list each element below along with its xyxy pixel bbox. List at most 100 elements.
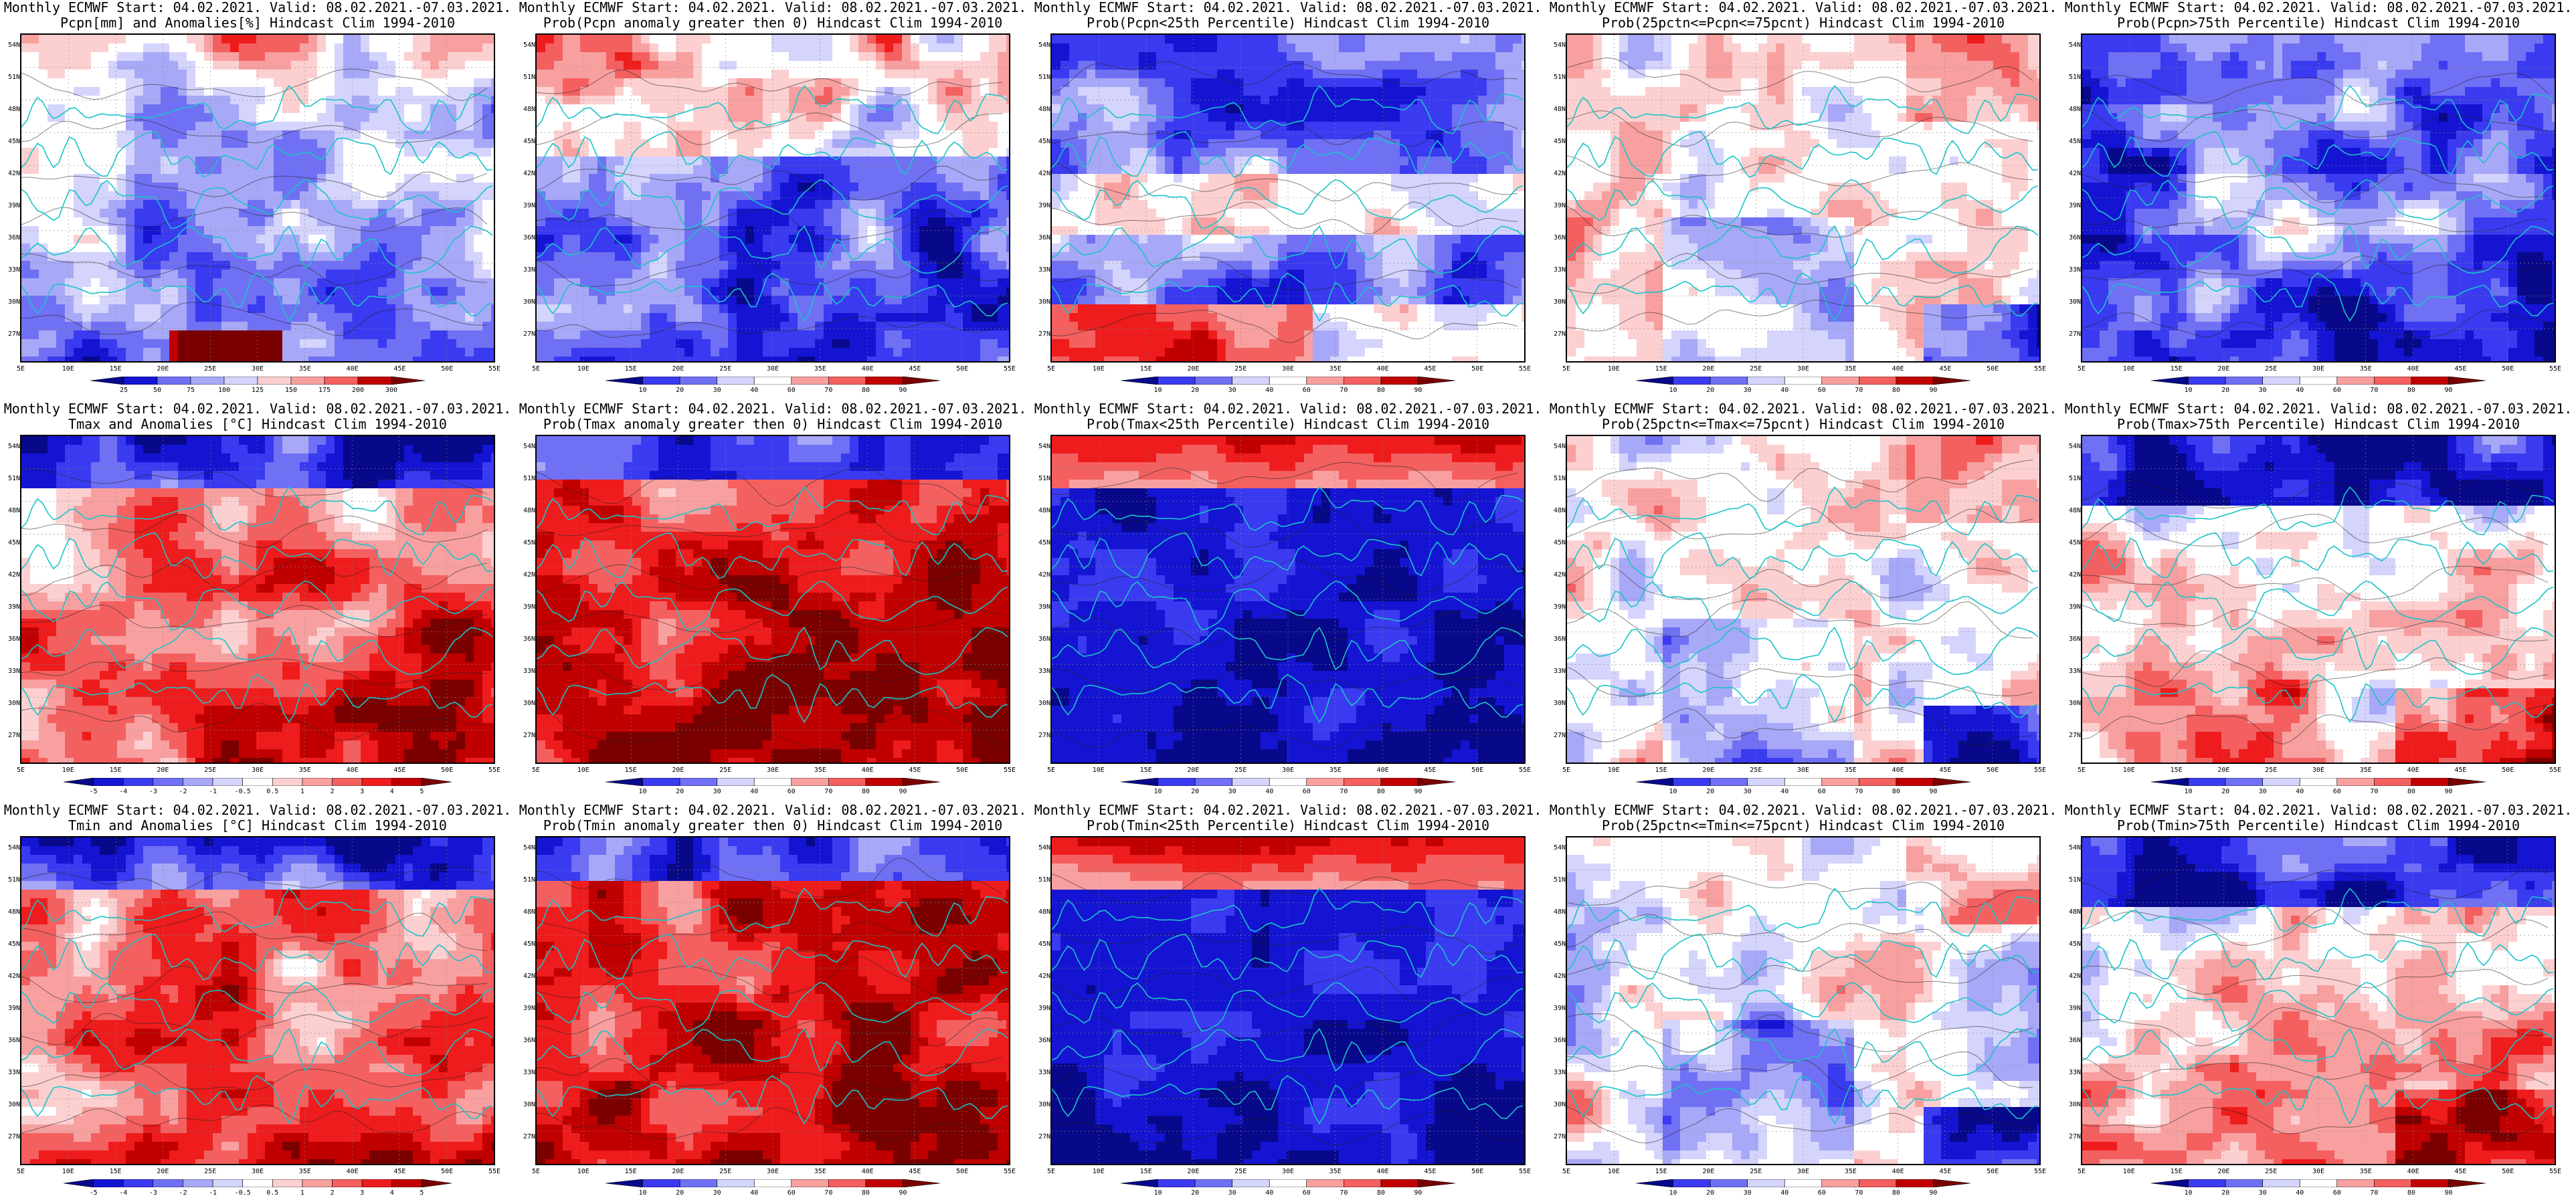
longitude-tick: 45E	[393, 767, 405, 774]
latitude-tick: 54N	[1547, 844, 1566, 851]
colorbar	[606, 377, 940, 385]
longitude-tick: 35E	[1329, 365, 1342, 373]
longitude-tick: 20E	[2217, 1168, 2229, 1175]
colorbar-label: -4	[119, 1189, 127, 1197]
longitude-tick: 45E	[1939, 365, 1951, 373]
colorbar-label: -3	[149, 1189, 157, 1197]
longitude-tick: 35E	[299, 1168, 311, 1175]
longitude-tick: 45E	[1939, 767, 1951, 774]
longitude-tick: 15E	[1655, 365, 1667, 373]
colorbar	[606, 1179, 940, 1187]
panel-title: Monthly ECMWF Start: 04.02.2021. Valid: …	[515, 0, 1030, 33]
colorbar-label: 30	[1744, 788, 1752, 795]
latitude-tick: 30N	[1032, 298, 1050, 306]
latitude-tick: 30N	[517, 1101, 535, 1108]
longitude-tick: 10E	[577, 1168, 589, 1175]
colorbar-label: 80	[1377, 387, 1385, 394]
longitude-tick: 35E	[299, 365, 311, 373]
colorbar-label: 10	[1669, 788, 1677, 795]
colorbar-label: 60	[1303, 387, 1311, 394]
latitude-tick: 51N	[1547, 475, 1566, 482]
longitude-tick: 25E	[2265, 1168, 2277, 1175]
latitude-tick: 30N	[1547, 700, 1566, 707]
latitude-tick: 51N	[517, 876, 535, 884]
longitude-tick: 50E	[956, 767, 968, 774]
latitude-tick: 51N	[1032, 74, 1050, 81]
colorbar-label: 10	[1154, 788, 1162, 795]
panel-title-line2: Prob(Pcpn>75th Percentile) Hindcast Clim…	[2061, 15, 2576, 31]
longitude-tick: 45E	[1939, 1168, 1951, 1175]
colorbar-label: -5	[90, 788, 98, 795]
colorbar-label: 40	[750, 1189, 758, 1197]
map-field	[2082, 35, 2555, 361]
colorbar-label: 40	[750, 788, 758, 795]
latitude-tick: 54N	[1032, 443, 1050, 450]
longitude-tick: 25E	[2265, 365, 2277, 373]
colorbar-labels: 10 20 30 40 60 70 80 90	[1636, 387, 1970, 396]
colorbar-labels: 10 20 30 40 60 70 80 90	[606, 1189, 940, 1199]
longitude-tick: 30E	[1797, 365, 1809, 373]
colorbar-label: 10	[2185, 788, 2193, 795]
map-field	[2082, 436, 2555, 763]
colorbar-label: 20	[1191, 1189, 1199, 1197]
longitude-tick: 15E	[1655, 1168, 1667, 1175]
latitude-tick: 39N	[1547, 603, 1566, 611]
map-frame	[20, 435, 495, 764]
longitude-tick: 30E	[2312, 365, 2324, 373]
colorbar-label: 30	[1744, 1189, 1752, 1197]
latitude-tick: 51N	[2062, 475, 2081, 482]
longitude-tick: 35E	[2360, 365, 2372, 373]
longitude-tick: 10E	[577, 365, 589, 373]
colorbar-label: 10	[2185, 1189, 2193, 1197]
panel-title: Monthly ECMWF Start: 04.02.2021. Valid: …	[1030, 401, 1546, 435]
latitude-tick: 36N	[2062, 234, 2081, 241]
longitude-tick: 10E	[1608, 365, 1620, 373]
latitude-tick: 48N	[1032, 106, 1050, 113]
map-field	[21, 837, 494, 1164]
longitude-tick: 5E	[1562, 365, 1570, 373]
map-frame	[1566, 33, 2041, 363]
colorbar-label: 20	[1706, 788, 1714, 795]
colorbar-label: 1	[300, 788, 304, 795]
longitude-tick: 5E	[2078, 365, 2086, 373]
longitude-tick: 15E	[1140, 365, 1152, 373]
longitude-tick: 40E	[1892, 365, 1904, 373]
latitude-tick: 33N	[1, 668, 20, 675]
longitude-tick: 40E	[862, 767, 874, 774]
colorbar-label: 80	[1377, 1189, 1385, 1197]
longitude-tick: 20E	[1702, 1168, 1714, 1175]
map-frame	[1050, 836, 1526, 1165]
longitude-tick: 45E	[1424, 1168, 1436, 1175]
latitude-tick: 48N	[2062, 908, 2081, 916]
colorbar-label: 90	[899, 387, 907, 394]
longitude-tick: 15E	[625, 767, 637, 774]
longitude-tick: 50E	[2502, 365, 2514, 373]
longitude-tick: 15E	[625, 1168, 637, 1175]
latitude-tick: 36N	[1032, 234, 1050, 241]
panel-title: Monthly ECMWF Start: 04.02.2021. Valid: …	[1030, 803, 1546, 836]
latitude-tick: 33N	[1547, 668, 1566, 675]
map-frame	[1566, 836, 2041, 1165]
longitude-tick: 35E	[1845, 365, 1857, 373]
longitude-tick: 20E	[157, 365, 169, 373]
longitude-tick: 5E	[1562, 767, 1570, 774]
latitude-tick: 42N	[1, 973, 20, 980]
forecast-panel: Monthly ECMWF Start: 04.02.2021. Valid: …	[1546, 401, 2061, 803]
longitude-tick: 35E	[2360, 767, 2372, 774]
longitude-tick: 55E	[488, 365, 500, 373]
latitude-tick: 42N	[517, 170, 535, 177]
latitude-tick: 48N	[1, 106, 20, 113]
colorbar-label: 90	[1414, 387, 1422, 394]
longitude-tick: 20E	[2217, 767, 2229, 774]
map-frame	[1566, 435, 2041, 764]
colorbar-label: 10	[639, 788, 647, 795]
colorbar-labels: 25 50 75 100 125 150 175 200 300	[90, 387, 425, 396]
latitude-tick: 30N	[1032, 1101, 1050, 1108]
colorbar-label: 30	[1228, 788, 1236, 795]
colorbar-label: 80	[2407, 1189, 2415, 1197]
panel-title: Monthly ECMWF Start: 04.02.2021. Valid: …	[515, 401, 1030, 435]
longitude-tick: 40E	[347, 365, 359, 373]
latitude-tick: 45N	[2062, 138, 2081, 145]
colorbar-label: 20	[2221, 788, 2229, 795]
longitude-tick: 15E	[2171, 767, 2183, 774]
